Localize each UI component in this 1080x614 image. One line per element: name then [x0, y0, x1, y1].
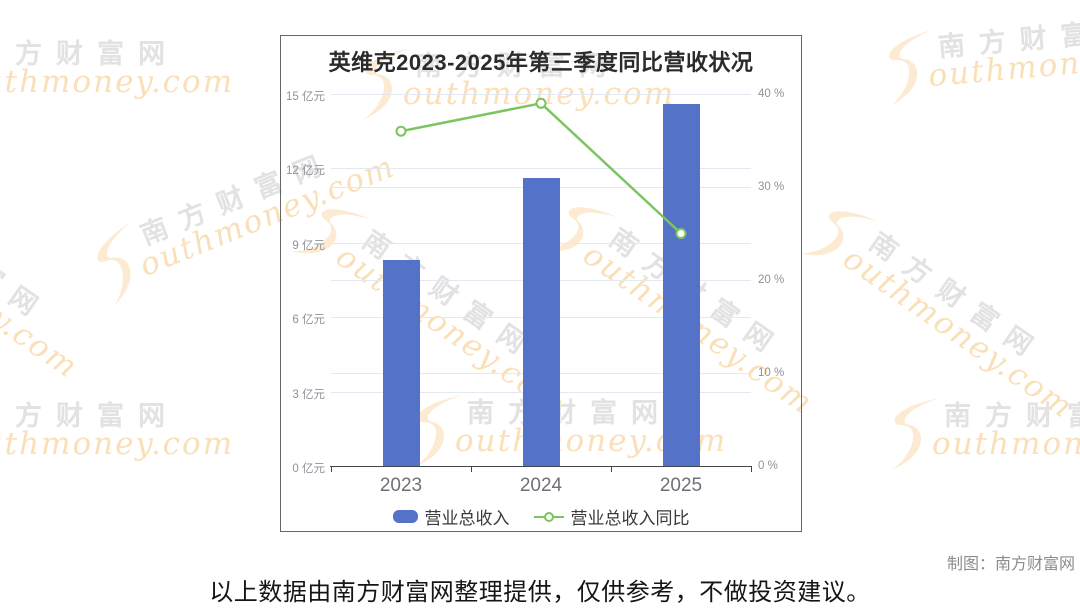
watermark-cn-text: 南方财富网 — [864, 226, 1050, 369]
y-right-label-0: 0 % — [758, 460, 778, 472]
watermark-en-text: outhmoney.com — [0, 64, 235, 100]
yoy-marker-2025 — [675, 228, 687, 239]
y-left-label-3: 3 亿元 — [292, 388, 325, 401]
x-axis-tick — [611, 467, 612, 472]
yoy-marker-2024 — [535, 97, 547, 109]
swoosh-s-icon — [799, 211, 880, 256]
x-axis-tick — [331, 467, 332, 472]
watermark-cn-text: 南方财富网 — [0, 401, 179, 431]
watermark-en-text: outhmoney.com — [836, 240, 1080, 426]
legend: 营业总收入 营业总收入同比 — [281, 504, 801, 529]
x-axis-tick — [471, 467, 472, 472]
y-right-label-10: 10 % — [758, 367, 785, 379]
x-axis-line — [330, 466, 752, 467]
swoosh-s-icon — [889, 29, 933, 106]
watermark-cn-text: 南方财富网 — [0, 186, 55, 329]
plot-area — [330, 94, 752, 472]
x-label-2023: 2023 — [379, 475, 423, 496]
x-label-2025: 2025 — [659, 475, 703, 496]
swoosh-s-icon — [97, 221, 132, 307]
watermark-en-text: outhmoney.com — [926, 34, 1080, 95]
yoy-line — [400, 101, 682, 235]
line-series — [395, 97, 687, 239]
y-right-label-40: 40 % — [758, 88, 785, 100]
line-legend-swatch-icon — [533, 511, 564, 523]
bar-legend-swatch-icon — [392, 510, 418, 523]
bar-2025 — [662, 103, 700, 466]
legend-item-revenue[interactable]: 营业总收入 — [392, 504, 510, 529]
yoy-marker-2023 — [395, 125, 407, 137]
watermark-cn-text: 南方财富网 — [0, 39, 179, 69]
chart-credit: 制图：南方财富网 — [946, 556, 1075, 573]
y-right-label-20: 20 % — [758, 274, 785, 286]
legend-item-yoy[interactable]: 营业总收入同比 — [533, 504, 690, 529]
legend-label-yoy: 营业总收入同比 — [570, 509, 690, 528]
y-left-label-12: 12 亿元 — [286, 165, 325, 178]
y-left-label-15: 15 亿元 — [286, 91, 325, 103]
y-left-label-6: 6 亿元 — [292, 314, 325, 327]
watermark-en-text: outhmoney.com — [932, 426, 1080, 462]
y-left-label-9: 9 亿元 — [292, 239, 325, 252]
watermark-en-text: outhmoney.com — [0, 200, 86, 386]
x-label-2024: 2024 — [519, 475, 563, 496]
watermark-cn-text: 南方财富网 — [944, 401, 1080, 431]
bar-2023 — [382, 260, 420, 466]
legend-label-revenue: 营业总收入 — [424, 509, 510, 528]
disclaimer-text: 以上数据由南方财富网整理提供，仅供参考，不做投资建议。 — [209, 579, 871, 606]
y-right-label-30: 30 % — [758, 181, 785, 193]
chart-title: 英维克2023-2025年第三季度同比营收状况 — [328, 50, 754, 75]
x-axis-tick — [751, 467, 752, 472]
gridline-right-40 — [331, 94, 751, 95]
y-left-label-0: 0 亿元 — [292, 463, 325, 475]
swoosh-s-icon — [892, 398, 940, 470]
chart-panel: 英维克2023-2025年第三季度同比营收状况 0 亿元 3 亿元 6 亿元 9 亿元… — [280, 35, 802, 532]
watermark-cn-text: 南方财富网 — [936, 14, 1080, 63]
gridline-left-12 — [331, 168, 751, 170]
watermark-en-text: outhmoney.com — [0, 426, 235, 462]
